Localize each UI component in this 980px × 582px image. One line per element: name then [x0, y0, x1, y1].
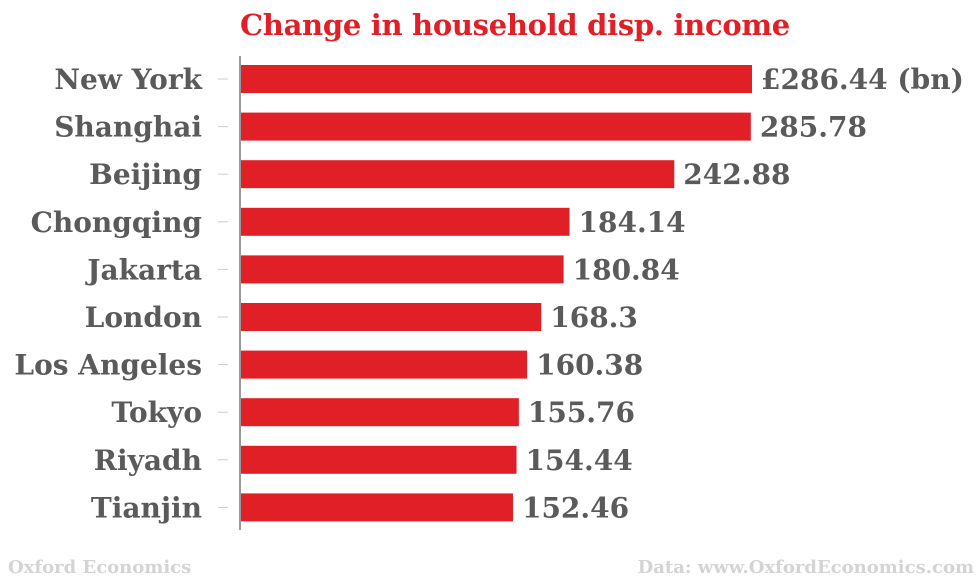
- bar: [241, 350, 528, 379]
- category-label: Jakarta: [84, 253, 202, 286]
- category-label: Riyadh: [94, 444, 202, 477]
- value-label: 152.46: [522, 491, 629, 524]
- value-label: 155.76: [528, 396, 635, 429]
- category-label: Los Angeles: [14, 349, 202, 382]
- footer-source-left: Oxford Economics: [8, 557, 192, 578]
- value-label: 184.14: [579, 206, 686, 239]
- bar: [241, 303, 542, 331]
- bar: [241, 207, 570, 236]
- category-label: Chongqing: [31, 206, 202, 239]
- value-label: 242.88: [683, 158, 790, 191]
- value-label: £286.44 (bn): [761, 63, 964, 96]
- bar: [241, 255, 564, 284]
- category-label: Shanghai: [54, 111, 202, 144]
- footer-source-right: Data: www.OxfordEconomics.com: [637, 557, 974, 578]
- value-label: 168.3: [550, 301, 638, 334]
- bar: [241, 160, 675, 189]
- value-label: 154.44: [526, 444, 633, 477]
- bar: [241, 493, 513, 522]
- category-label: Tokyo: [111, 396, 202, 429]
- bar: [241, 112, 751, 141]
- value-label: 180.84: [573, 253, 680, 286]
- category-label: New York: [54, 63, 202, 96]
- value-label: 285.78: [760, 111, 867, 144]
- category-label: Beijing: [89, 158, 202, 191]
- bar: [241, 398, 519, 427]
- chart-title: Change in household disp. income: [240, 8, 790, 42]
- bar: [241, 65, 752, 93]
- bar: [241, 445, 517, 474]
- category-label: Tianjin: [91, 491, 202, 524]
- value-label: 160.38: [536, 349, 643, 382]
- category-label: London: [85, 301, 202, 334]
